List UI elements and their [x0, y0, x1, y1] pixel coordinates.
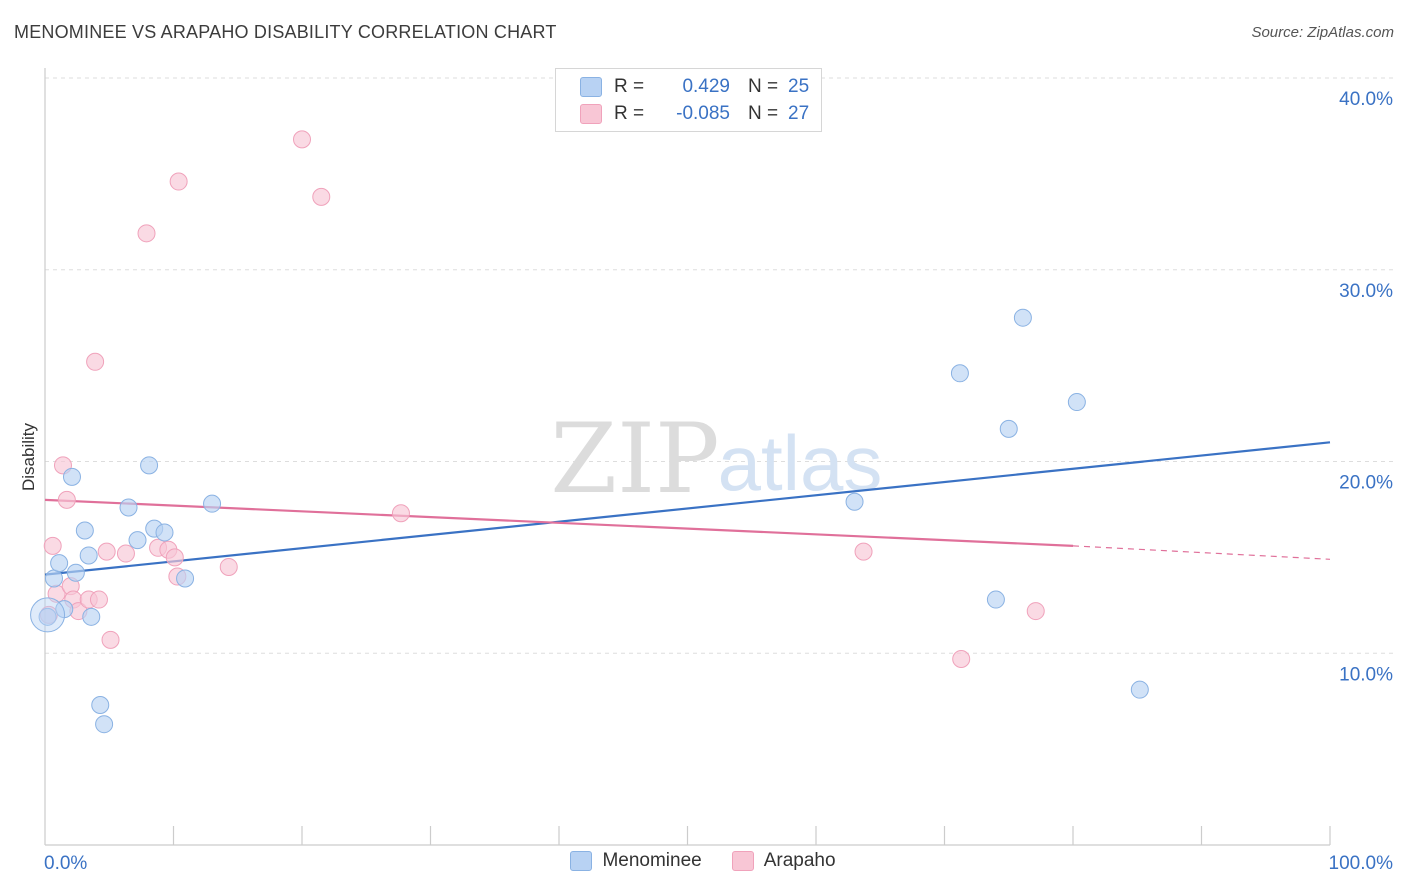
y-tick-label: 10.0%: [1339, 664, 1393, 685]
legend-row-arapaho: R = -0.085 N = 27: [556, 100, 809, 128]
arapaho-point: [1026, 602, 1045, 621]
menominee-point: [999, 419, 1018, 438]
legend-item-arapaho: Arapaho: [731, 850, 836, 872]
y-tick-label: 20.0%: [1339, 473, 1393, 494]
menominee-point: [845, 492, 864, 511]
menominee-point: [82, 607, 101, 626]
chart-title: MENOMINEE VS ARAPAHO DISABILITY CORRELAT…: [14, 22, 557, 42]
r-label: R =: [614, 103, 645, 124]
menominee-point: [140, 456, 159, 475]
gridlines: [45, 77, 1395, 654]
arapaho-point: [137, 224, 156, 243]
menominee-point: [176, 569, 195, 588]
watermark: ZIP atlas: [550, 403, 882, 515]
series-legend: Menominee Arapaho: [0, 850, 1406, 872]
menominee-point: [986, 590, 1005, 609]
legend-label-arapaho: Arapaho: [763, 850, 836, 871]
menominee-point: [95, 715, 114, 734]
r-value: 0.429: [682, 76, 730, 97]
arapaho-point: [293, 130, 311, 149]
arapaho-point: [312, 187, 331, 206]
axes: [44, 68, 1331, 846]
menominee-point: [119, 498, 138, 517]
arapaho-point: [101, 630, 120, 649]
watermark-zip: ZIP: [550, 403, 719, 515]
arapaho-point: [116, 544, 135, 563]
n-label: N =: [748, 76, 779, 97]
menominee-point: [1130, 680, 1149, 699]
menominee-trend-line: [44, 441, 1331, 576]
legend-row-menominee: R = 0.429 N = 25: [556, 73, 809, 101]
x-tick-labels: 0.0% 100.0%: [44, 853, 1393, 874]
arapaho-point: [165, 548, 184, 567]
arapaho-point: [57, 490, 76, 509]
menominee-point: [38, 607, 57, 626]
arapaho-point: [97, 542, 116, 561]
menominee-point: [75, 521, 94, 540]
arapaho-point: [169, 172, 188, 191]
arapaho-point: [43, 536, 62, 555]
menominee-point: [91, 696, 110, 715]
x-tick-label: 100.0%: [1329, 853, 1394, 874]
n-value: 27: [788, 103, 810, 124]
arapaho-point: [219, 557, 238, 576]
arapaho-swatch: [731, 851, 754, 871]
legend-item-menominee: Menominee: [570, 850, 702, 872]
menominee-point: [203, 494, 222, 513]
menominee-swatch: [580, 77, 602, 97]
menominee-point: [44, 569, 63, 588]
menominee-cluster-point: [30, 597, 66, 633]
n-value: 25: [788, 76, 810, 97]
arapaho-point: [952, 650, 971, 669]
arapaho-point: [391, 504, 410, 523]
r-label: R =: [614, 76, 645, 97]
arapaho-point: [89, 590, 108, 609]
source-label: Source: ZipAtlas.com: [1251, 24, 1394, 41]
correlation-legend: R = 0.429 N = 25 R = -0.085 N = 27: [555, 68, 822, 132]
y-tick-labels: 10.0% 20.0% 30.0% 40.0%: [1339, 89, 1393, 685]
menominee-swatch: [570, 851, 593, 871]
menominee-point: [62, 467, 81, 486]
arapaho-point: [854, 542, 873, 561]
menominee-point: [1067, 393, 1086, 412]
legend-label-menominee: Menominee: [602, 850, 702, 871]
n-label: N =: [748, 103, 779, 124]
y-axis-label: Disability: [19, 422, 38, 491]
menominee-point: [128, 531, 147, 550]
menominee-point: [950, 364, 969, 383]
menominee-point: [66, 563, 85, 582]
menominee-point: [1013, 308, 1032, 327]
data-points: [30, 130, 1149, 734]
x-tick-label: 0.0%: [44, 853, 87, 874]
menominee-point: [155, 523, 174, 542]
menominee-point: [79, 546, 98, 565]
y-tick-label: 40.0%: [1339, 89, 1393, 110]
r-value: -0.085: [676, 103, 730, 124]
menominee-point: [50, 554, 69, 573]
arapaho-trend-extension: [1072, 545, 1331, 560]
arapaho-point: [86, 352, 105, 371]
y-tick-label: 30.0%: [1339, 281, 1393, 302]
arapaho-swatch: [580, 104, 602, 124]
